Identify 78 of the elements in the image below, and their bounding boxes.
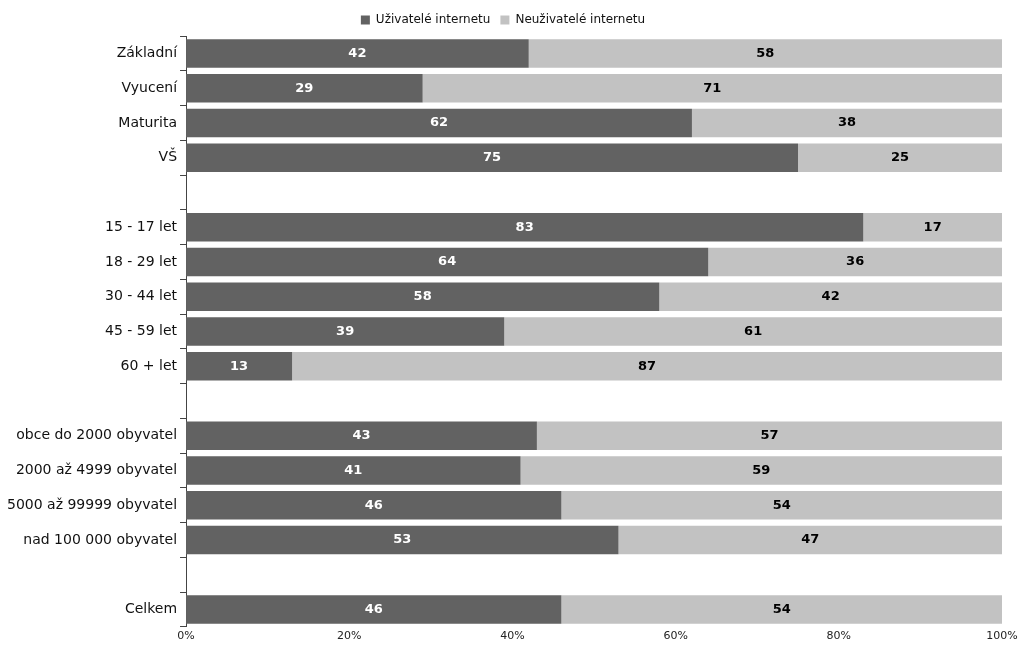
data-label: 42 bbox=[348, 44, 367, 60]
y-tick-label: 30 - 44 let bbox=[105, 287, 178, 304]
bar bbox=[618, 525, 1002, 555]
bar bbox=[659, 282, 1002, 311]
data-label: 17 bbox=[923, 218, 942, 234]
data-label: 46 bbox=[364, 600, 383, 616]
bar bbox=[186, 525, 619, 555]
data-label: 42 bbox=[821, 288, 840, 304]
x-tick-label: 20% bbox=[337, 629, 362, 643]
data-label: 54 bbox=[772, 600, 791, 616]
bar bbox=[186, 490, 562, 520]
y-tick-label: 15 - 17 let bbox=[105, 217, 178, 234]
data-label: 64 bbox=[438, 253, 457, 269]
y-tick-label: VŠ bbox=[158, 147, 178, 165]
x-tick-label: 40% bbox=[500, 629, 525, 643]
data-label: 29 bbox=[295, 79, 314, 95]
data-label: 53 bbox=[393, 531, 412, 547]
bar bbox=[561, 595, 1002, 624]
x-tick-label: 0% bbox=[177, 629, 195, 643]
legend-label: Uživatelé internetu bbox=[375, 12, 491, 27]
bar bbox=[691, 108, 1002, 138]
data-label: 41 bbox=[344, 461, 363, 477]
data-label: 58 bbox=[413, 288, 432, 304]
data-label: 46 bbox=[364, 496, 383, 512]
bar bbox=[186, 317, 505, 346]
y-tick-label: Maturita bbox=[118, 113, 178, 130]
legend-label: Neuživatelé internetu bbox=[515, 12, 646, 27]
y-tick-label: 2000 až 4999 obyvatel bbox=[15, 461, 178, 478]
x-tick-label: 60% bbox=[663, 629, 688, 643]
y-tick-label: 45 - 59 let bbox=[105, 322, 178, 339]
bar bbox=[292, 351, 1002, 381]
data-label: 43 bbox=[352, 427, 371, 443]
data-label: 47 bbox=[801, 531, 820, 547]
y-tick-label: 5000 až 99999 obyvatel bbox=[6, 495, 178, 512]
bar bbox=[520, 456, 1002, 485]
bar bbox=[186, 73, 423, 103]
bar bbox=[186, 456, 521, 485]
data-label: 59 bbox=[752, 461, 771, 477]
data-label: 25 bbox=[890, 149, 910, 165]
bar bbox=[186, 39, 529, 68]
bar bbox=[186, 282, 660, 311]
data-label: 13 bbox=[230, 357, 249, 373]
data-label: 39 bbox=[336, 322, 355, 338]
y-tick-label: 60 + let bbox=[120, 356, 178, 373]
data-label: 38 bbox=[837, 114, 857, 130]
bar bbox=[798, 143, 1002, 172]
data-label: 83 bbox=[515, 218, 534, 234]
y-tick-label: nad 100 000 obyvatel bbox=[23, 530, 178, 547]
bar bbox=[186, 212, 864, 242]
bar bbox=[422, 73, 1002, 103]
y-tick-label: Vyucení bbox=[121, 78, 179, 95]
bar bbox=[708, 247, 1002, 277]
data-label: 57 bbox=[760, 427, 779, 443]
data-label: 36 bbox=[846, 253, 865, 269]
data-label: 87 bbox=[638, 357, 657, 373]
bar bbox=[863, 212, 1002, 242]
data-label: 62 bbox=[429, 114, 449, 130]
bar bbox=[504, 317, 1002, 346]
bar bbox=[186, 595, 562, 624]
y-tick-label: Celkem bbox=[124, 600, 178, 617]
y-tick-label: Základní bbox=[116, 44, 179, 61]
data-label: 54 bbox=[772, 496, 791, 512]
x-tick-label: 100% bbox=[986, 629, 1018, 643]
y-tick-label: 18 - 29 let bbox=[105, 252, 178, 269]
bar bbox=[528, 39, 1002, 68]
bar bbox=[186, 421, 537, 450]
bar bbox=[186, 143, 799, 172]
x-tick-label: 80% bbox=[826, 629, 852, 643]
bar bbox=[186, 247, 709, 277]
data-label: 71 bbox=[703, 79, 722, 95]
bar bbox=[186, 108, 692, 138]
data-label: 58 bbox=[756, 44, 775, 60]
bar bbox=[561, 490, 1002, 520]
y-tick-label: obce do 2000 obyvatel bbox=[16, 426, 178, 443]
data-label: 75 bbox=[482, 149, 502, 165]
data-label: 61 bbox=[744, 322, 763, 338]
bar bbox=[536, 421, 1002, 450]
bar bbox=[186, 351, 293, 381]
